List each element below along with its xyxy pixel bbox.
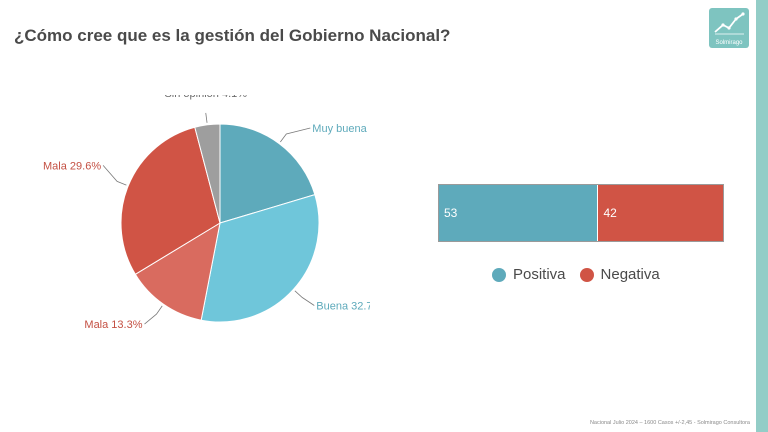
pie-label-buena: Buena 32.7% — [316, 301, 370, 313]
pie-label-muy-mala: Muy Mala 29.6% — [40, 160, 101, 172]
pie-slice-muy-buena — [219, 123, 316, 224]
stacked-bar-chart: 53 42 — [438, 184, 724, 242]
brand-logo: Solmirago — [709, 8, 749, 48]
pie-leader-line — [102, 165, 127, 186]
pie-slice-mala — [134, 221, 221, 321]
pie-leader-line — [280, 127, 311, 143]
legend-label: Negativa — [600, 266, 660, 283]
bar-value-label: 53 — [444, 206, 458, 220]
pie-label-muy-buena: Muy buena 20.4% — [312, 123, 370, 135]
pie-chart: Muy buena 20.4% Buena 32.7% Mala 13.3% Muy … — [40, 95, 370, 331]
pie-label-mala: Mala 13.3% — [84, 319, 142, 331]
pie-leader-line — [205, 112, 208, 123]
bar-legend: Positiva Negativa — [492, 266, 674, 283]
pie-slice-muy-mala — [120, 126, 221, 275]
side-accent-band — [756, 0, 768, 432]
footer-note: Nacional Julio 2024 – 1600 Casos +/-2,45… — [589, 420, 750, 426]
pie-label-sin-opinión: Sin opinión 4.1% — [164, 95, 247, 100]
legend-item-positiva: Positiva — [492, 266, 566, 283]
legend-swatch — [579, 267, 594, 282]
bar-segment-positiva: 53 — [439, 185, 598, 241]
brand-logo-text: Solmirago — [715, 40, 743, 46]
page-title: ¿Cómo cree que es la gestión del Gobiern… — [14, 26, 451, 45]
pie-leader-line — [144, 305, 163, 325]
legend-swatch — [492, 267, 506, 282]
trend-chart-icon — [714, 12, 745, 35]
pie-slice-sin-opinión — [194, 123, 221, 224]
legend-item-negativa: Negativa — [579, 266, 660, 283]
bar-value-label: 42 — [603, 206, 617, 220]
pie-leader-line — [294, 290, 315, 306]
pie-slice-buena — [200, 194, 320, 323]
bar-segment-negativa: 42 — [597, 185, 723, 241]
legend-label: Positiva — [513, 266, 566, 283]
